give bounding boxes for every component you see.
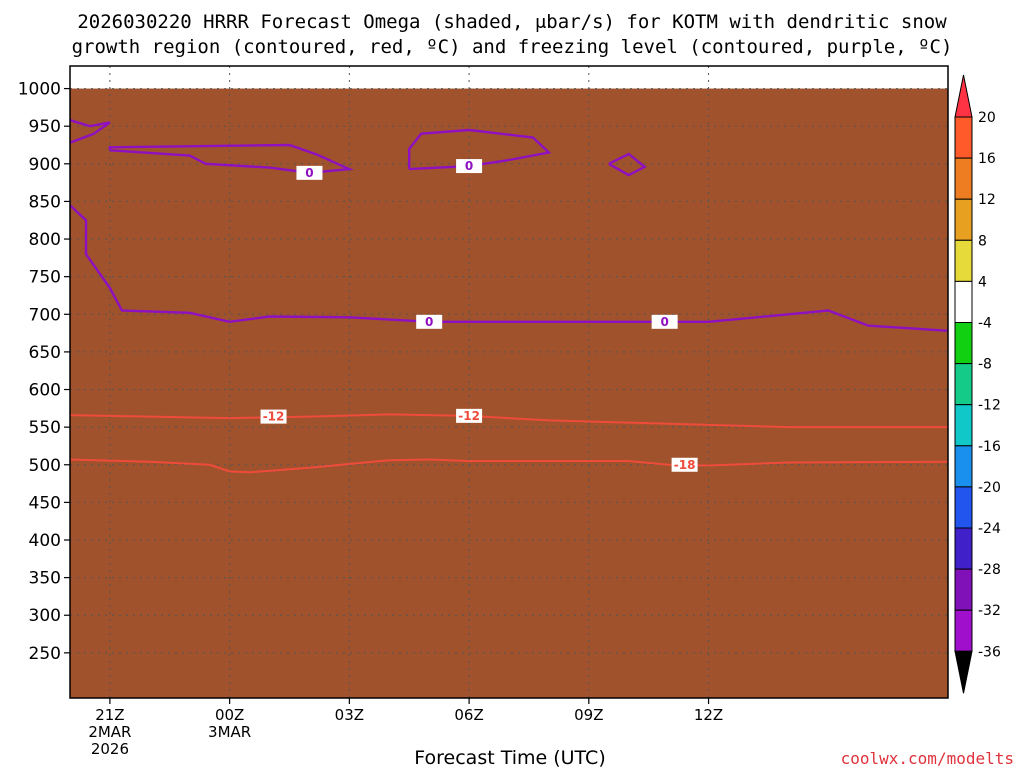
colorbar-label-4: 4 [978,274,987,290]
contour-frz-3 [70,119,111,144]
contour-label-bg-4-0 [296,165,323,180]
y-tick-label-700: 700 [29,305,61,325]
credit-text: coolwx.com/modelts [841,749,1014,768]
y-tick-label-600: 600 [29,381,61,401]
y-tick-label-300: 300 [29,606,61,626]
x-tick-label-09Z: 09Z [574,706,603,724]
colorbar-label-1: 16 [978,151,996,167]
colorbar-band-1 [954,157,973,200]
colorbar-label-8: -16 [978,439,1001,455]
colorbar-label-5: -4 [978,316,992,332]
colorbar-label-12: -32 [978,603,1001,619]
contour-label-0-0: -18 [674,458,696,472]
plot-content: -18 -12 -12 0 0 0 0 [70,66,948,698]
x-tick-sublabel-21Z: 2MAR [88,723,131,741]
colorbar-band-12 [954,609,973,652]
y-tick-label-1000: 1000 [18,80,61,100]
x-tick-label-21Z: 21Z [95,706,124,724]
colorbar-band-9 [954,486,973,529]
colorbar-top-arrow [954,74,973,118]
contour-label-bg-2-1 [651,314,678,329]
y-tick-label-650: 650 [29,343,61,363]
colorbar-band-11 [954,568,973,611]
colorbar-band-4 [954,280,973,323]
colorbar-label-0: 20 [978,110,996,126]
colorbar-label-9: -20 [978,480,1001,496]
contour-label-bg-1-0 [260,409,287,424]
y-tick-label-550: 550 [29,418,61,438]
contour-label-1-0: -12 [263,410,285,424]
contour-dgz-0 [70,458,948,474]
colorbar-band-3 [954,239,973,282]
colorbar: 20 16 12 8 4 -4 -8 -12 -16 -20 -24 -28 -32 -36 [954,74,1001,694]
y-tick-label-900: 900 [29,155,61,175]
x-tick-label-06Z: 06Z [454,706,483,724]
chart-title-line-1: 2026030220 HRRR Forecast Omega (shaded, … [77,11,947,33]
colorbar-band-6 [954,363,973,406]
contour-label-2-1: 0 [660,315,668,329]
y-tick-label-750: 750 [29,268,61,288]
contour-label-4-0: 0 [305,166,313,180]
colorbar-label-11: -28 [978,562,1001,578]
x-tick-label-12Z: 12Z [694,706,723,724]
plot-frame [69,65,949,699]
contour-label-5-0: 0 [465,159,473,173]
colorbar-band-0 [954,116,973,159]
colorbar-label-6: -8 [978,357,992,373]
contour-frz-4 [108,143,355,175]
colorbar-label-2: 12 [978,192,996,208]
contour-frz-5 [408,128,552,171]
colorbar-bottom-arrow [954,650,973,694]
colorbar-label-7: -12 [978,398,1001,414]
y-tick-label-800: 800 [29,230,61,250]
x-tick-label-03Z: 03Z [335,706,364,724]
colorbar-band-5 [954,322,973,365]
x-tick-label-00Z: 00Z [215,706,244,724]
chart-title-line-2: growth region (contoured, red, ºC) and f… [72,36,953,58]
x-axis-label: Forecast Time (UTC) [414,747,605,768]
colorbar-label-3: 8 [978,233,987,249]
colorbar-label-10: -24 [978,521,1001,537]
colorbar-band-2 [954,198,973,241]
colorbar-label-13: -36 [978,644,1001,660]
colorbar-band-7 [954,404,973,447]
y-tick-label-450: 450 [29,493,61,513]
y-tick-label-250: 250 [29,644,61,664]
contour-label-bg-5-0 [456,159,483,174]
y-tick-label-400: 400 [29,531,61,551]
contour-frz-2 [70,204,948,332]
y-tick-label-950: 950 [29,117,61,137]
contour-label-1-1: -12 [458,409,480,423]
plot-area: -18 -12 -12 0 0 0 0 250 300 350 400 450 500 550 600 650… [18,65,949,758]
contour-label-bg-0-0 [671,457,698,472]
y-tick-label-350: 350 [29,569,61,589]
contour-label-bg-1-1 [456,408,483,423]
contour-frz-6 [608,152,647,177]
x-tick-sublabel-00Z: 3MAR [208,723,251,741]
colorbar-band-10 [954,527,973,570]
x-tick-year-21Z: 2026 [91,740,129,758]
contour-label-bg-2-0 [416,314,443,329]
contour-label-2-0: 0 [425,315,433,329]
colorbar-band-8 [954,445,973,488]
y-tick-label-500: 500 [29,456,61,476]
y-tick-label-850: 850 [29,192,61,212]
ground-strip [70,88,948,698]
